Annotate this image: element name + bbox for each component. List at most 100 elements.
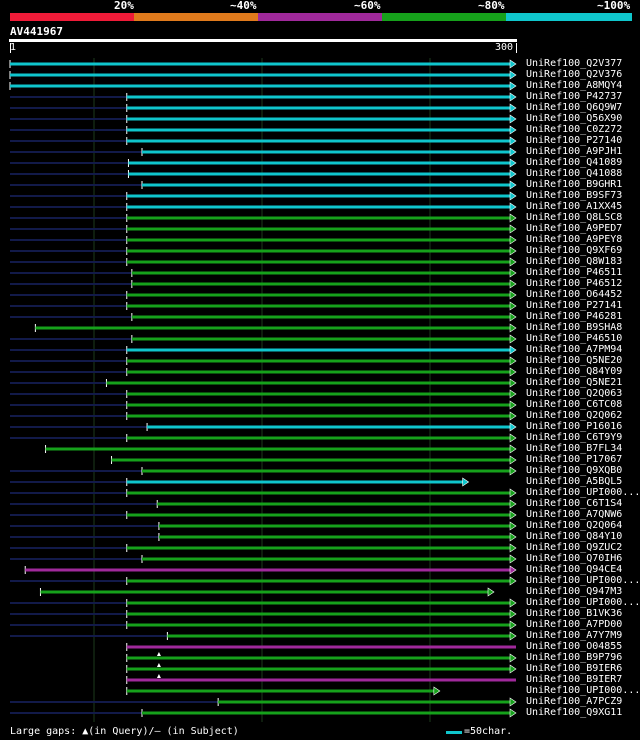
hit-arrow-11 xyxy=(509,169,517,179)
hit-label-58[interactable]: UniRef100_UPI000... xyxy=(526,685,640,696)
hit-label-23[interactable]: UniRef100_P27141 xyxy=(526,300,623,311)
hit-label-43[interactable]: UniRef100_Q2Q064 xyxy=(526,520,623,531)
hit-label-29[interactable]: UniRef100_Q84Y09 xyxy=(526,366,623,377)
hit-label-39[interactable]: UniRef100_A5BQL5 xyxy=(526,476,623,487)
hit-arrow-58 xyxy=(433,686,441,696)
hit-arrow-33 xyxy=(509,411,517,421)
hit-arrow-39 xyxy=(462,477,470,487)
query-gap-marker-56 xyxy=(156,663,161,667)
hit-label-55[interactable]: UniRef100_B9P796 xyxy=(526,652,623,663)
hit-label-2[interactable]: UniRef100_Q2V376 xyxy=(526,69,623,80)
hit-label-7[interactable]: UniRef100_C0Z272 xyxy=(526,124,623,135)
hit-label-26[interactable]: UniRef100_P46510 xyxy=(526,333,623,344)
hit-label-14[interactable]: UniRef100_A1XX45 xyxy=(526,201,623,212)
hit-label-59[interactable]: UniRef100_A7PCZ9 xyxy=(526,696,623,707)
hit-arrow-26 xyxy=(509,334,517,344)
hit-label-16[interactable]: UniRef100_A9PED7 xyxy=(526,223,623,234)
hit-label-32[interactable]: UniRef100_C6TC08 xyxy=(526,399,623,410)
hit-label-21[interactable]: UniRef100_P46512 xyxy=(526,278,623,289)
legend-swatch-3 xyxy=(258,13,382,21)
hit-label-17[interactable]: UniRef100_A9PEY8 xyxy=(526,234,623,245)
hit-label-5[interactable]: UniRef100_Q6Q9W7 xyxy=(526,102,623,113)
hit-arrow-6 xyxy=(509,114,517,124)
hit-arrow-50 xyxy=(509,598,517,608)
hit-label-8[interactable]: UniRef100_P27140 xyxy=(526,135,623,146)
hit-label-9[interactable]: UniRef100_A9PJH1 xyxy=(526,146,623,157)
hit-arrow-41 xyxy=(509,499,517,509)
hit-label-6[interactable]: UniRef100_Q56X90 xyxy=(526,113,623,124)
scale-key-bar xyxy=(446,731,462,734)
hit-arrow-1 xyxy=(509,59,517,69)
hit-label-45[interactable]: UniRef100_Q9ZUC2 xyxy=(526,542,623,553)
hit-label-46[interactable]: UniRef100_Q70IH6 xyxy=(526,553,623,564)
hit-label-49[interactable]: UniRef100_Q947M3 xyxy=(526,586,623,597)
hit-arrow-46 xyxy=(509,554,517,564)
hit-arrow-23 xyxy=(509,301,517,311)
hit-label-48[interactable]: UniRef100_UPI000... xyxy=(526,575,640,586)
hit-label-25[interactable]: UniRef100_B9SHA8 xyxy=(526,322,623,333)
hit-label-22[interactable]: UniRef100_O64452 xyxy=(526,289,623,300)
hit-label-12[interactable]: UniRef100_B9GHR1 xyxy=(526,179,623,190)
hit-label-4[interactable]: UniRef100_P42737 xyxy=(526,91,623,102)
hit-label-37[interactable]: UniRef100_P17067 xyxy=(526,454,623,465)
hit-arrow-10 xyxy=(509,158,517,168)
hit-arrow-25 xyxy=(509,323,517,333)
hit-label-1[interactable]: UniRef100_Q2V377 xyxy=(526,58,623,69)
hit-arrow-4 xyxy=(509,92,517,102)
query-end-label: 300 xyxy=(495,42,514,53)
hit-label-40[interactable]: UniRef100_UPI000... xyxy=(526,487,640,498)
hit-label-3[interactable]: UniRef100_A8MQY4 xyxy=(526,80,623,91)
legend-label-5: ~100% xyxy=(597,0,631,12)
hit-label-35[interactable]: UniRef100_C6T9Y9 xyxy=(526,432,623,443)
hit-label-60[interactable]: UniRef100_Q9XG11 xyxy=(526,707,623,718)
hit-label-56[interactable]: UniRef100_B9IER6 xyxy=(526,663,623,674)
hit-label-28[interactable]: UniRef100_Q5NE20 xyxy=(526,355,623,366)
hit-label-24[interactable]: UniRef100_P46281 xyxy=(526,311,623,322)
hit-label-54[interactable]: UniRef100_O04855 xyxy=(526,641,623,652)
hit-arrow-48 xyxy=(509,576,517,586)
hit-label-30[interactable]: UniRef100_Q5NE21 xyxy=(526,377,623,388)
query-id: AV441967 xyxy=(10,25,63,38)
hit-label-20[interactable]: UniRef100_P46511 xyxy=(526,267,623,278)
hit-arrow-18 xyxy=(509,246,517,256)
hit-label-42[interactable]: UniRef100_A7QNW6 xyxy=(526,509,623,520)
large-gaps-note: Large gaps: ▲(in Query)/— (in Subject) xyxy=(10,726,239,737)
hit-label-36[interactable]: UniRef100_B7FL34 xyxy=(526,443,623,454)
hit-label-52[interactable]: UniRef100_A7PD00 xyxy=(526,619,623,630)
hit-arrow-37 xyxy=(509,455,517,465)
legend-label-1: 20% xyxy=(114,0,134,12)
hit-label-13[interactable]: UniRef100_B9SF73 xyxy=(526,190,623,201)
hit-label-10[interactable]: UniRef100_Q41089 xyxy=(526,157,623,168)
hit-label-11[interactable]: UniRef100_Q41088 xyxy=(526,168,623,179)
hit-arrow-2 xyxy=(509,70,517,80)
hit-label-19[interactable]: UniRef100_Q8W183 xyxy=(526,256,623,267)
hit-label-44[interactable]: UniRef100_Q84Y10 xyxy=(526,531,623,542)
hit-arrow-5 xyxy=(509,103,517,113)
hit-label-53[interactable]: UniRef100_A7Y7M9 xyxy=(526,630,623,641)
hit-arrow-36 xyxy=(509,444,517,454)
hit-arrow-45 xyxy=(509,543,517,553)
scale-tick-end xyxy=(516,43,517,53)
hit-label-47[interactable]: UniRef100_Q94CE4 xyxy=(526,564,623,575)
legend-swatch-1 xyxy=(10,13,134,21)
hit-label-18[interactable]: UniRef100_Q9XF69 xyxy=(526,245,623,256)
legend-label-3: ~60% xyxy=(354,0,381,12)
hit-label-34[interactable]: UniRef100_P16016 xyxy=(526,421,623,432)
hit-label-15[interactable]: UniRef100_Q8LSC8 xyxy=(526,212,623,223)
hit-label-57[interactable]: UniRef100_B9IER7 xyxy=(526,674,623,685)
hit-arrow-15 xyxy=(509,213,517,223)
hit-label-33[interactable]: UniRef100_Q2Q062 xyxy=(526,410,623,421)
hit-label-41[interactable]: UniRef100_C6T1S4 xyxy=(526,498,623,509)
hit-arrow-56 xyxy=(509,664,517,674)
hit-label-51[interactable]: UniRef100_B1VK36 xyxy=(526,608,623,619)
hit-arrow-47 xyxy=(509,565,517,575)
hit-arrow-38 xyxy=(509,466,517,476)
hit-arrow-43 xyxy=(509,521,517,531)
hit-label-31[interactable]: UniRef100_Q2Q063 xyxy=(526,388,623,399)
hit-label-50[interactable]: UniRef100_UPI000... xyxy=(526,597,640,608)
hit-label-38[interactable]: UniRef100_Q9XQB0 xyxy=(526,465,623,476)
hit-label-27[interactable]: UniRef100_A7PM94 xyxy=(526,344,623,355)
hit-arrow-28 xyxy=(509,356,517,366)
